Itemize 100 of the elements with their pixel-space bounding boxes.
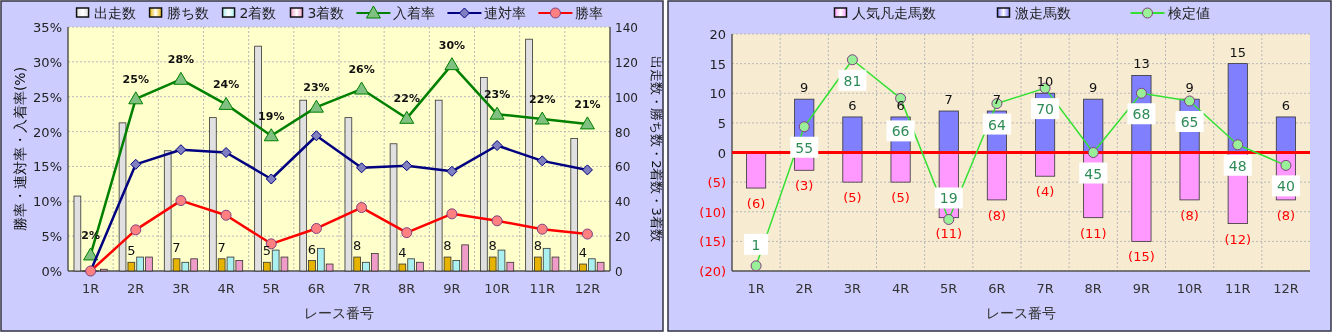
data-label: (4): [1035, 184, 1055, 200]
data-label: (15): [1128, 249, 1155, 265]
data-label: (11): [935, 225, 963, 241]
data-label: 6: [1281, 97, 1291, 113]
y-tick-label: 35%: [33, 20, 62, 35]
x-tick-label: 4R: [217, 281, 235, 296]
data-label: 65: [1180, 113, 1199, 130]
data-label: 28%: [167, 53, 195, 67]
y-tick-label: (5): [707, 175, 726, 191]
y-tick-label: (15): [699, 234, 726, 250]
x-tick-label: 3R: [172, 281, 190, 296]
legend-label: 3着数: [307, 5, 345, 21]
data-label: 7: [217, 239, 226, 255]
data-label: 4: [398, 245, 407, 261]
data-label: 55: [795, 139, 814, 156]
data-label: 24%: [212, 78, 240, 92]
data-label: 23%: [303, 81, 330, 95]
data-label: (5): [891, 190, 910, 206]
data-label: 68: [1132, 106, 1151, 123]
data-label: 9: [1185, 80, 1194, 96]
y-tick-label: 30%: [33, 54, 62, 70]
y2-tick-label: 80: [615, 125, 631, 140]
y-tick-label: 20: [709, 27, 726, 42]
data-label: 6: [848, 97, 857, 113]
data-label: (8): [1276, 207, 1296, 223]
x-axis-title: レース番号: [304, 305, 374, 321]
data-label: 6: [307, 241, 317, 257]
y-tick-label: 15%: [33, 159, 62, 175]
x-tick-label: 8R: [1084, 281, 1102, 296]
x-tick-label: 8R: [398, 281, 416, 296]
y2-tick-label: 20: [615, 230, 631, 245]
data-label: 15: [1229, 44, 1247, 60]
x-tick-label: 12R: [1273, 281, 1299, 296]
x-tick-label: 2R: [795, 281, 813, 296]
data-label: 7: [944, 92, 953, 108]
data-label: 48: [1228, 157, 1247, 174]
data-label: 9: [1089, 80, 1098, 96]
data-label: 8: [443, 238, 452, 254]
x-tick-label: 6R: [307, 281, 326, 296]
x-tick-label: 10R: [1176, 281, 1203, 296]
data-label: 8: [353, 238, 362, 254]
y-tick-label: (20): [699, 264, 726, 279]
data-label: 10: [1036, 74, 1054, 90]
data-label: (5): [843, 190, 862, 206]
x-tick-label: 11R: [1224, 281, 1251, 296]
y-tick-label: 15: [709, 56, 726, 72]
x-axis-title: レース番号: [986, 305, 1056, 321]
y-tick-label: 25%: [33, 89, 62, 105]
y2-tick-label: 40: [615, 195, 631, 210]
y-tick-label: (10): [699, 204, 726, 220]
data-label: (11): [1079, 225, 1107, 241]
x-tick-label: 7R: [352, 281, 371, 296]
y-tick-label: 0%: [41, 264, 62, 279]
legend-label: 連対率: [484, 5, 527, 21]
data-label: (8): [1180, 207, 1199, 223]
y-tick-label: 10: [709, 86, 726, 102]
legend-label: 入着率: [393, 5, 436, 21]
y-tick-label: 10%: [33, 194, 62, 210]
data-label: 81: [843, 72, 862, 89]
y-tick-label: 0: [717, 145, 726, 161]
y-tick-label: 5: [717, 115, 726, 131]
legend-label: 勝率: [575, 5, 604, 21]
y-tick-label: 20%: [33, 124, 62, 140]
legend-label: 2着数: [239, 5, 277, 21]
data-label: 8: [488, 238, 497, 254]
data-label: 21%: [574, 97, 601, 111]
data-label: (8): [987, 207, 1007, 223]
y-tick-label: 5%: [41, 229, 62, 245]
y2-tick-label: 100: [615, 90, 638, 105]
x-tick-label: 10R: [484, 281, 510, 296]
data-label: 22%: [393, 92, 420, 106]
y2-tick-label: 0: [615, 265, 623, 279]
data-label: 66: [891, 123, 910, 140]
x-tick-label: 3R: [843, 281, 862, 296]
data-label: 1: [751, 236, 761, 253]
legend-label: 出走数: [93, 5, 136, 21]
x-tick-label: 9R: [1132, 281, 1151, 296]
x-tick-label: 12R: [574, 281, 601, 296]
data-label: 8: [533, 238, 542, 254]
x-tick-label: 7R: [1036, 281, 1054, 296]
data-label: 7: [992, 92, 1002, 108]
data-label: 40: [1277, 178, 1295, 195]
data-label: 5: [262, 243, 271, 259]
data-label: 45: [1084, 165, 1103, 182]
x-tick-label: 11R: [529, 281, 556, 296]
legend-label: 勝ち数: [166, 5, 209, 21]
data-label: (12): [1224, 231, 1252, 247]
data-label: 9: [800, 80, 809, 96]
y2-axis-title: 出走数・勝ち数・2着数・3着数: [649, 56, 664, 242]
data-label: 5: [127, 243, 136, 259]
data-label: 26%: [348, 63, 375, 77]
legend-label: 検定値: [1167, 5, 1210, 21]
data-label: 13: [1133, 56, 1150, 72]
x-tick-label: 9R: [443, 281, 461, 296]
data-label: 70: [1036, 101, 1054, 118]
x-tick-label: 5R: [262, 281, 280, 296]
x-tick-label: 1R: [81, 281, 100, 296]
data-label: 64: [988, 116, 1006, 133]
x-tick-label: 6R: [988, 281, 1006, 296]
data-label: 7: [172, 239, 181, 255]
